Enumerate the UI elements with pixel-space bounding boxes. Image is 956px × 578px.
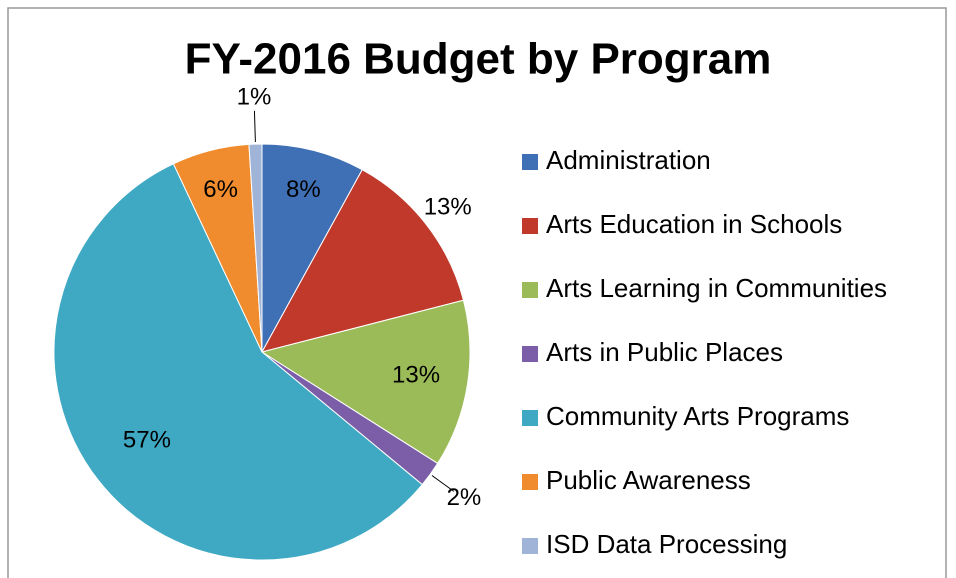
pie-slice	[53, 163, 423, 561]
pie-slice	[248, 143, 263, 353]
legend-swatch	[522, 410, 538, 426]
data-label: 1%	[237, 84, 272, 111]
pie-slice	[261, 169, 465, 353]
data-label: 2%	[447, 484, 482, 511]
legend-label: Administration	[546, 145, 711, 175]
pie-slice	[261, 143, 363, 353]
legend-label: ISD Data Processing	[546, 529, 787, 559]
legend-label: Arts in Public Places	[546, 337, 783, 367]
legend-label: Community Arts Programs	[546, 401, 849, 431]
legend-swatch	[522, 154, 538, 170]
legend-swatch	[522, 538, 538, 554]
legend-swatch	[522, 474, 538, 490]
legend-swatch	[522, 346, 538, 362]
data-label: 13%	[424, 193, 472, 220]
pie-slice	[260, 299, 471, 465]
chart-title: FY-2016 Budget by Program	[185, 35, 772, 84]
legend-label: Public Awareness	[546, 465, 751, 495]
legend-label: Arts Education in Schools	[546, 209, 842, 239]
leader-line	[431, 475, 455, 492]
data-label: 13%	[392, 362, 440, 389]
legend-label: Arts Learning in Communities	[546, 273, 887, 303]
data-label: 6%	[203, 176, 238, 203]
data-label: 8%	[286, 176, 321, 203]
leader-line	[253, 110, 256, 143]
data-label: 57%	[123, 427, 171, 454]
legend-swatch	[522, 282, 538, 298]
legend-swatch	[522, 218, 538, 234]
